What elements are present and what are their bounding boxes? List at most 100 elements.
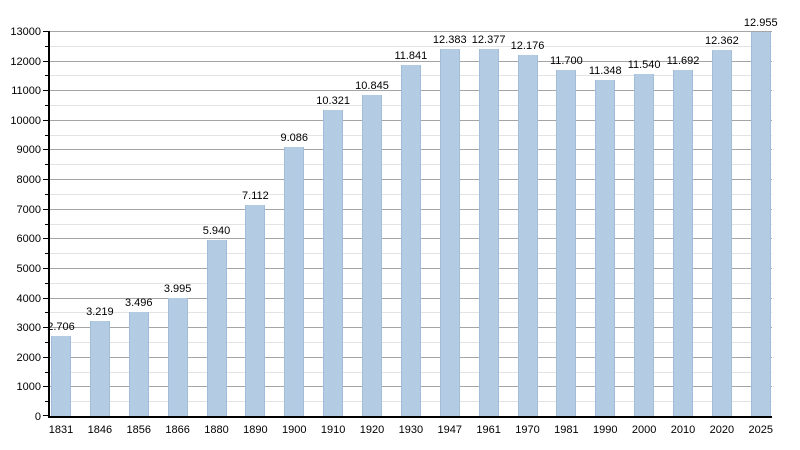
y-tick-label: 11000 <box>11 85 41 98</box>
bar: 11.700 1981 <box>550 55 583 437</box>
y-axis-tick <box>45 134 48 136</box>
x-tick-label: 1866 <box>165 424 190 436</box>
y-axis-tick <box>43 327 48 329</box>
y-axis-tick <box>43 297 48 299</box>
major-gridline <box>50 31 772 32</box>
y-axis-tick <box>45 105 48 107</box>
bar-series: 2.706 1831 3.219 1846 3.496 1856 3.995 1866 5.94… <box>47 17 778 437</box>
x-tick-label: 2000 <box>631 424 657 436</box>
major-gridline <box>50 60 772 62</box>
x-tick-label: 1990 <box>593 424 618 436</box>
y-axis-tick <box>43 179 48 181</box>
plot-area: 2.706 1831 3.219 1846 3.496 1856 3.995 1866 5.94… <box>43 17 778 437</box>
bar: 12.362 2020 <box>705 35 739 436</box>
y-tick-label: 1000 <box>16 381 41 394</box>
bar-value-label: 10.321 <box>316 95 350 108</box>
x-tick-label: 1900 <box>282 424 307 436</box>
y-axis-tick <box>45 164 48 166</box>
y-tick-label: 2000 <box>16 351 41 364</box>
y-axis-tick <box>43 415 48 416</box>
bar-value-label: 7.112 <box>242 190 269 203</box>
y-axis-tick <box>43 149 48 151</box>
y-axis-tick <box>43 356 48 358</box>
x-tick-label: 1920 <box>359 424 385 436</box>
bar-value-label: 10.845 <box>355 79 389 92</box>
y-tick-label: 8000 <box>16 174 41 187</box>
bar-value-label: 11.540 <box>627 59 661 72</box>
y-tick-label: 5000 <box>16 262 41 275</box>
y-axis-tick <box>43 238 48 240</box>
bar-value-label: 3.496 <box>124 297 153 310</box>
bar-value-label: 12.377 <box>471 34 506 47</box>
y-axis-tick <box>45 193 48 195</box>
y-axis-tick <box>45 401 48 403</box>
x-tick-label: 1880 <box>204 424 229 436</box>
bar-value-label: 12.176 <box>510 40 545 53</box>
bar: 9.086 1900 <box>280 132 308 436</box>
y-tick-label: 13000 <box>10 26 41 38</box>
x-tick-label: 1970 <box>515 424 540 436</box>
bar: 10.845 1920 <box>355 80 389 436</box>
y-axis-tick <box>45 312 48 314</box>
bar-value-label: 11.700 <box>549 54 583 67</box>
y-axis-tick <box>43 90 48 92</box>
y-axis-tick <box>43 31 48 32</box>
x-tick-label: 1930 <box>398 424 424 436</box>
bar: 5.940 1880 <box>203 225 231 436</box>
y-axis-tick <box>43 386 48 388</box>
bar: 12.955 2025 <box>744 17 778 436</box>
y-tick-label: 0 <box>34 411 41 423</box>
bar-value-label: 12.362 <box>705 34 739 47</box>
y-axis-tick <box>45 253 48 255</box>
y-tick-label: 9000 <box>16 144 41 157</box>
y-axis-labels: 0 1000 2000 3000 4000 5000 6000 7000 8000 9000 100… <box>0 26 41 423</box>
y-tick-label: 12000 <box>10 55 41 68</box>
bar: 11.841 1930 <box>394 50 427 436</box>
x-tick-label: 1856 <box>126 424 151 436</box>
x-tick-label: 1846 <box>87 424 113 436</box>
bar: 3.219 1846 <box>86 306 114 436</box>
bar-value-label: 3.219 <box>86 305 114 318</box>
y-axis-tick <box>43 119 48 121</box>
y-axis-tick <box>45 371 48 373</box>
bar-value-label: 11.692 <box>666 54 700 67</box>
bar: 12.377 1961 <box>472 34 506 436</box>
y-axis-tick <box>43 60 48 62</box>
bar: 7.112 1890 <box>242 190 269 436</box>
x-tick-label: 1831 <box>48 424 74 436</box>
bar: 12.383 1947 <box>433 34 467 436</box>
y-tick-label: 7000 <box>16 203 41 216</box>
y-axis-tick <box>45 45 48 47</box>
bar: 2.706 1831 <box>47 321 75 436</box>
bar-value-label: 5.940 <box>202 225 231 238</box>
bar: 3.995 1866 <box>164 283 192 436</box>
bar-value-label: 9.086 <box>280 131 309 144</box>
y-tick-label: 10000 <box>10 114 41 127</box>
y-axis-tick <box>45 282 48 284</box>
x-tick-label: 2010 <box>670 424 696 436</box>
bar-value-label: 2.706 <box>47 320 75 333</box>
x-tick-label: 1961 <box>476 424 501 436</box>
x-tick-label: 2020 <box>709 424 735 436</box>
bar: 11.348 1990 <box>589 65 622 436</box>
y-axis-tick <box>45 341 48 343</box>
y-tick-label: 6000 <box>16 233 41 246</box>
x-tick-label: 1981 <box>554 424 579 436</box>
x-tick-label: 2025 <box>748 424 773 436</box>
y-axis-tick <box>43 267 48 269</box>
bar-value-label: 12.383 <box>432 34 467 47</box>
x-tick-label: 1947 <box>437 424 462 436</box>
y-tick-label: 4000 <box>16 292 41 305</box>
bar-value-label: 3.995 <box>163 282 192 295</box>
y-axis-tick <box>45 75 48 77</box>
bar: 12.176 1970 <box>511 40 545 436</box>
bar: 11.540 2000 <box>628 59 661 436</box>
bar: 3.496 1856 <box>125 297 153 436</box>
bar-value-label: 11.841 <box>394 50 428 63</box>
y-axis-tick <box>43 208 48 210</box>
x-tick-label: 1890 <box>243 424 268 436</box>
y-axis-tick <box>45 223 48 225</box>
bar: 10.321 1910 <box>316 95 350 436</box>
x-tick-label: 1910 <box>320 424 346 436</box>
